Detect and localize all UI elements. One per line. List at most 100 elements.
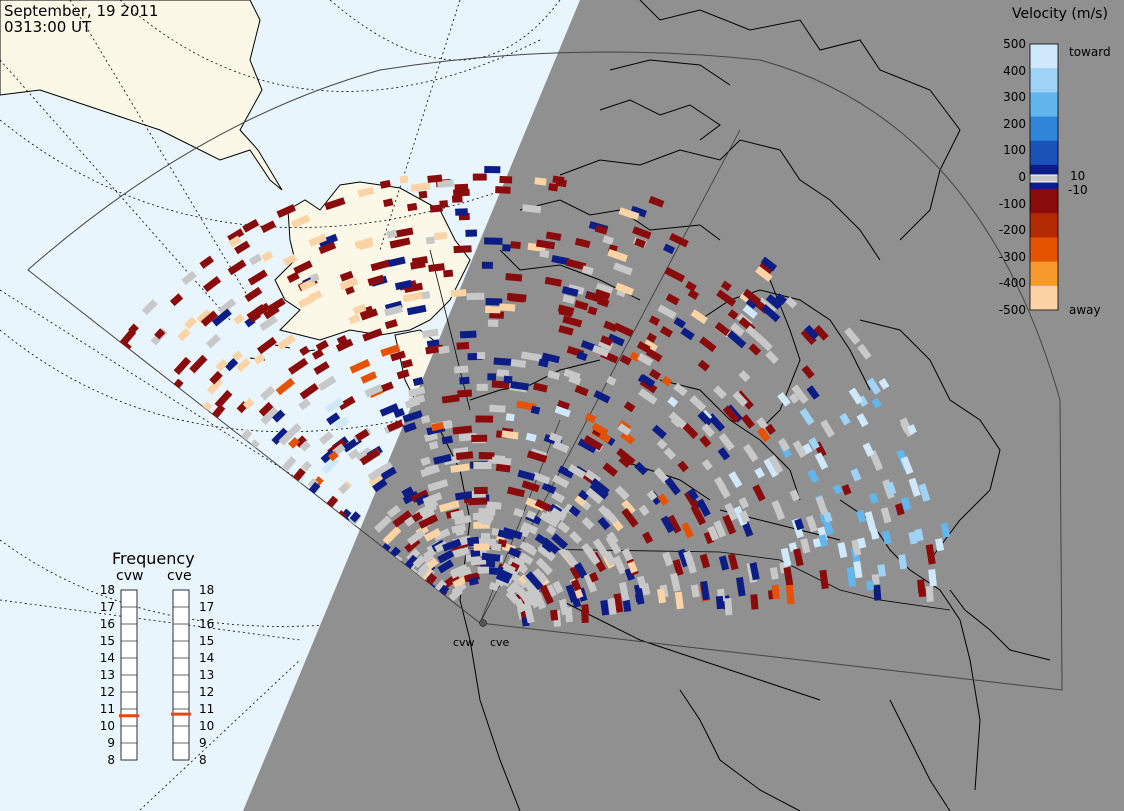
velocity-cell xyxy=(645,348,663,363)
velocity-cell xyxy=(293,260,313,275)
velocity-cell xyxy=(846,566,857,588)
velocity-cell xyxy=(656,438,668,450)
velocity-cell xyxy=(657,493,670,506)
velocity-cell xyxy=(541,352,560,364)
velocity-cell xyxy=(718,432,735,451)
map-time: 0313:00 UT xyxy=(4,18,92,36)
radar-field-of-view xyxy=(27,51,1063,691)
velocity-cell xyxy=(437,559,454,574)
velocity-cell xyxy=(199,255,214,269)
velocity-cell xyxy=(602,235,615,245)
velocity-cell xyxy=(562,315,583,328)
frequency-tick-right: 8 xyxy=(199,753,207,767)
velocity-cell xyxy=(651,424,667,440)
velocity-cell xyxy=(474,486,488,495)
velocity-cell xyxy=(567,463,586,479)
velocity-cell xyxy=(699,553,711,569)
velocity-cell xyxy=(583,435,603,451)
velocity-cell xyxy=(699,336,717,353)
velocity-cell xyxy=(820,419,835,438)
velocity-cell xyxy=(396,369,410,380)
velocity-cell xyxy=(856,509,867,523)
velocity-cell xyxy=(321,456,340,475)
velocity-cell xyxy=(728,471,743,489)
velocity-cell xyxy=(866,580,875,591)
velocity-cell xyxy=(372,478,388,493)
velocity-cells xyxy=(83,165,951,627)
velocity-cell xyxy=(288,437,300,449)
velocity-cell xyxy=(880,507,892,524)
velocity-cell xyxy=(587,306,598,316)
velocity-cell xyxy=(551,254,570,266)
velocity-cell xyxy=(837,542,848,559)
velocity-cell xyxy=(707,413,726,432)
velocity-cell xyxy=(370,259,392,272)
velocity-cell xyxy=(519,552,534,566)
velocity-cell xyxy=(521,480,540,493)
velocity-cell xyxy=(384,304,403,317)
velocity-cell xyxy=(525,588,541,609)
velocity-cell xyxy=(260,406,279,425)
frequency-tick-right: 18 xyxy=(199,583,215,597)
velocity-cell xyxy=(713,385,727,400)
velocity-cell xyxy=(457,566,472,578)
velocity-cell xyxy=(653,467,670,484)
velocity-cell xyxy=(484,237,503,245)
velocity-cell xyxy=(687,289,700,300)
velocity-cell xyxy=(338,482,350,494)
velocity-cell xyxy=(335,338,354,352)
velocity-cell xyxy=(501,430,519,440)
velocity-cell xyxy=(441,435,454,445)
velocity-cell xyxy=(527,582,542,600)
frequency-radar-cve-label: cve xyxy=(167,568,192,584)
velocity-cell xyxy=(313,361,330,375)
velocity-cell xyxy=(646,332,657,343)
velocity-cell xyxy=(577,438,597,454)
velocity-cell xyxy=(196,309,212,324)
velocity-cell xyxy=(502,563,516,575)
velocity-cell xyxy=(522,204,542,214)
velocity-cell xyxy=(466,536,480,545)
velocity-cell xyxy=(742,304,758,319)
velocity-cell xyxy=(594,288,611,301)
velocity-cell xyxy=(307,477,319,490)
velocity-cell xyxy=(722,405,740,424)
velocity-cell xyxy=(885,481,897,496)
velocity-cell xyxy=(928,569,937,587)
velocity-cell xyxy=(320,449,336,464)
velocity-cell xyxy=(401,358,413,369)
velocity-cell xyxy=(532,568,548,584)
velocity-cell xyxy=(169,293,184,307)
velocity-cell xyxy=(505,590,520,605)
frequency-tick-right: 14 xyxy=(199,651,215,665)
velocity-cell xyxy=(510,381,530,391)
velocity-cell xyxy=(532,471,551,485)
velocity-cell xyxy=(748,343,762,356)
frequency-tick-left: 16 xyxy=(99,617,115,631)
velocity-cell xyxy=(634,237,646,249)
velocity-cell xyxy=(259,315,278,331)
velocity-cell xyxy=(539,511,559,528)
velocity-cell xyxy=(577,489,590,501)
velocity-cell xyxy=(433,528,451,542)
velocity-cell xyxy=(745,325,764,343)
velocity-cell xyxy=(412,376,424,387)
velocity-cell xyxy=(358,305,374,317)
velocity-cell xyxy=(565,584,578,603)
velocity-cell xyxy=(471,434,488,443)
velocity-cell xyxy=(792,440,807,458)
velocity-cell xyxy=(450,509,465,520)
velocity-cell xyxy=(765,350,779,365)
velocity-cell xyxy=(301,460,312,472)
velocity-cell xyxy=(309,272,320,283)
velocity-cell xyxy=(839,412,851,426)
velocity-cell xyxy=(258,401,274,417)
frequency-tick-right: 15 xyxy=(199,634,215,648)
velocity-cell xyxy=(502,527,523,540)
velocity-cell xyxy=(555,178,567,188)
velocity-cell xyxy=(438,500,460,513)
velocity-cell xyxy=(794,518,805,531)
velocity-cell xyxy=(248,253,263,266)
velocity-cell xyxy=(634,593,644,603)
velocity-cell xyxy=(659,325,673,338)
